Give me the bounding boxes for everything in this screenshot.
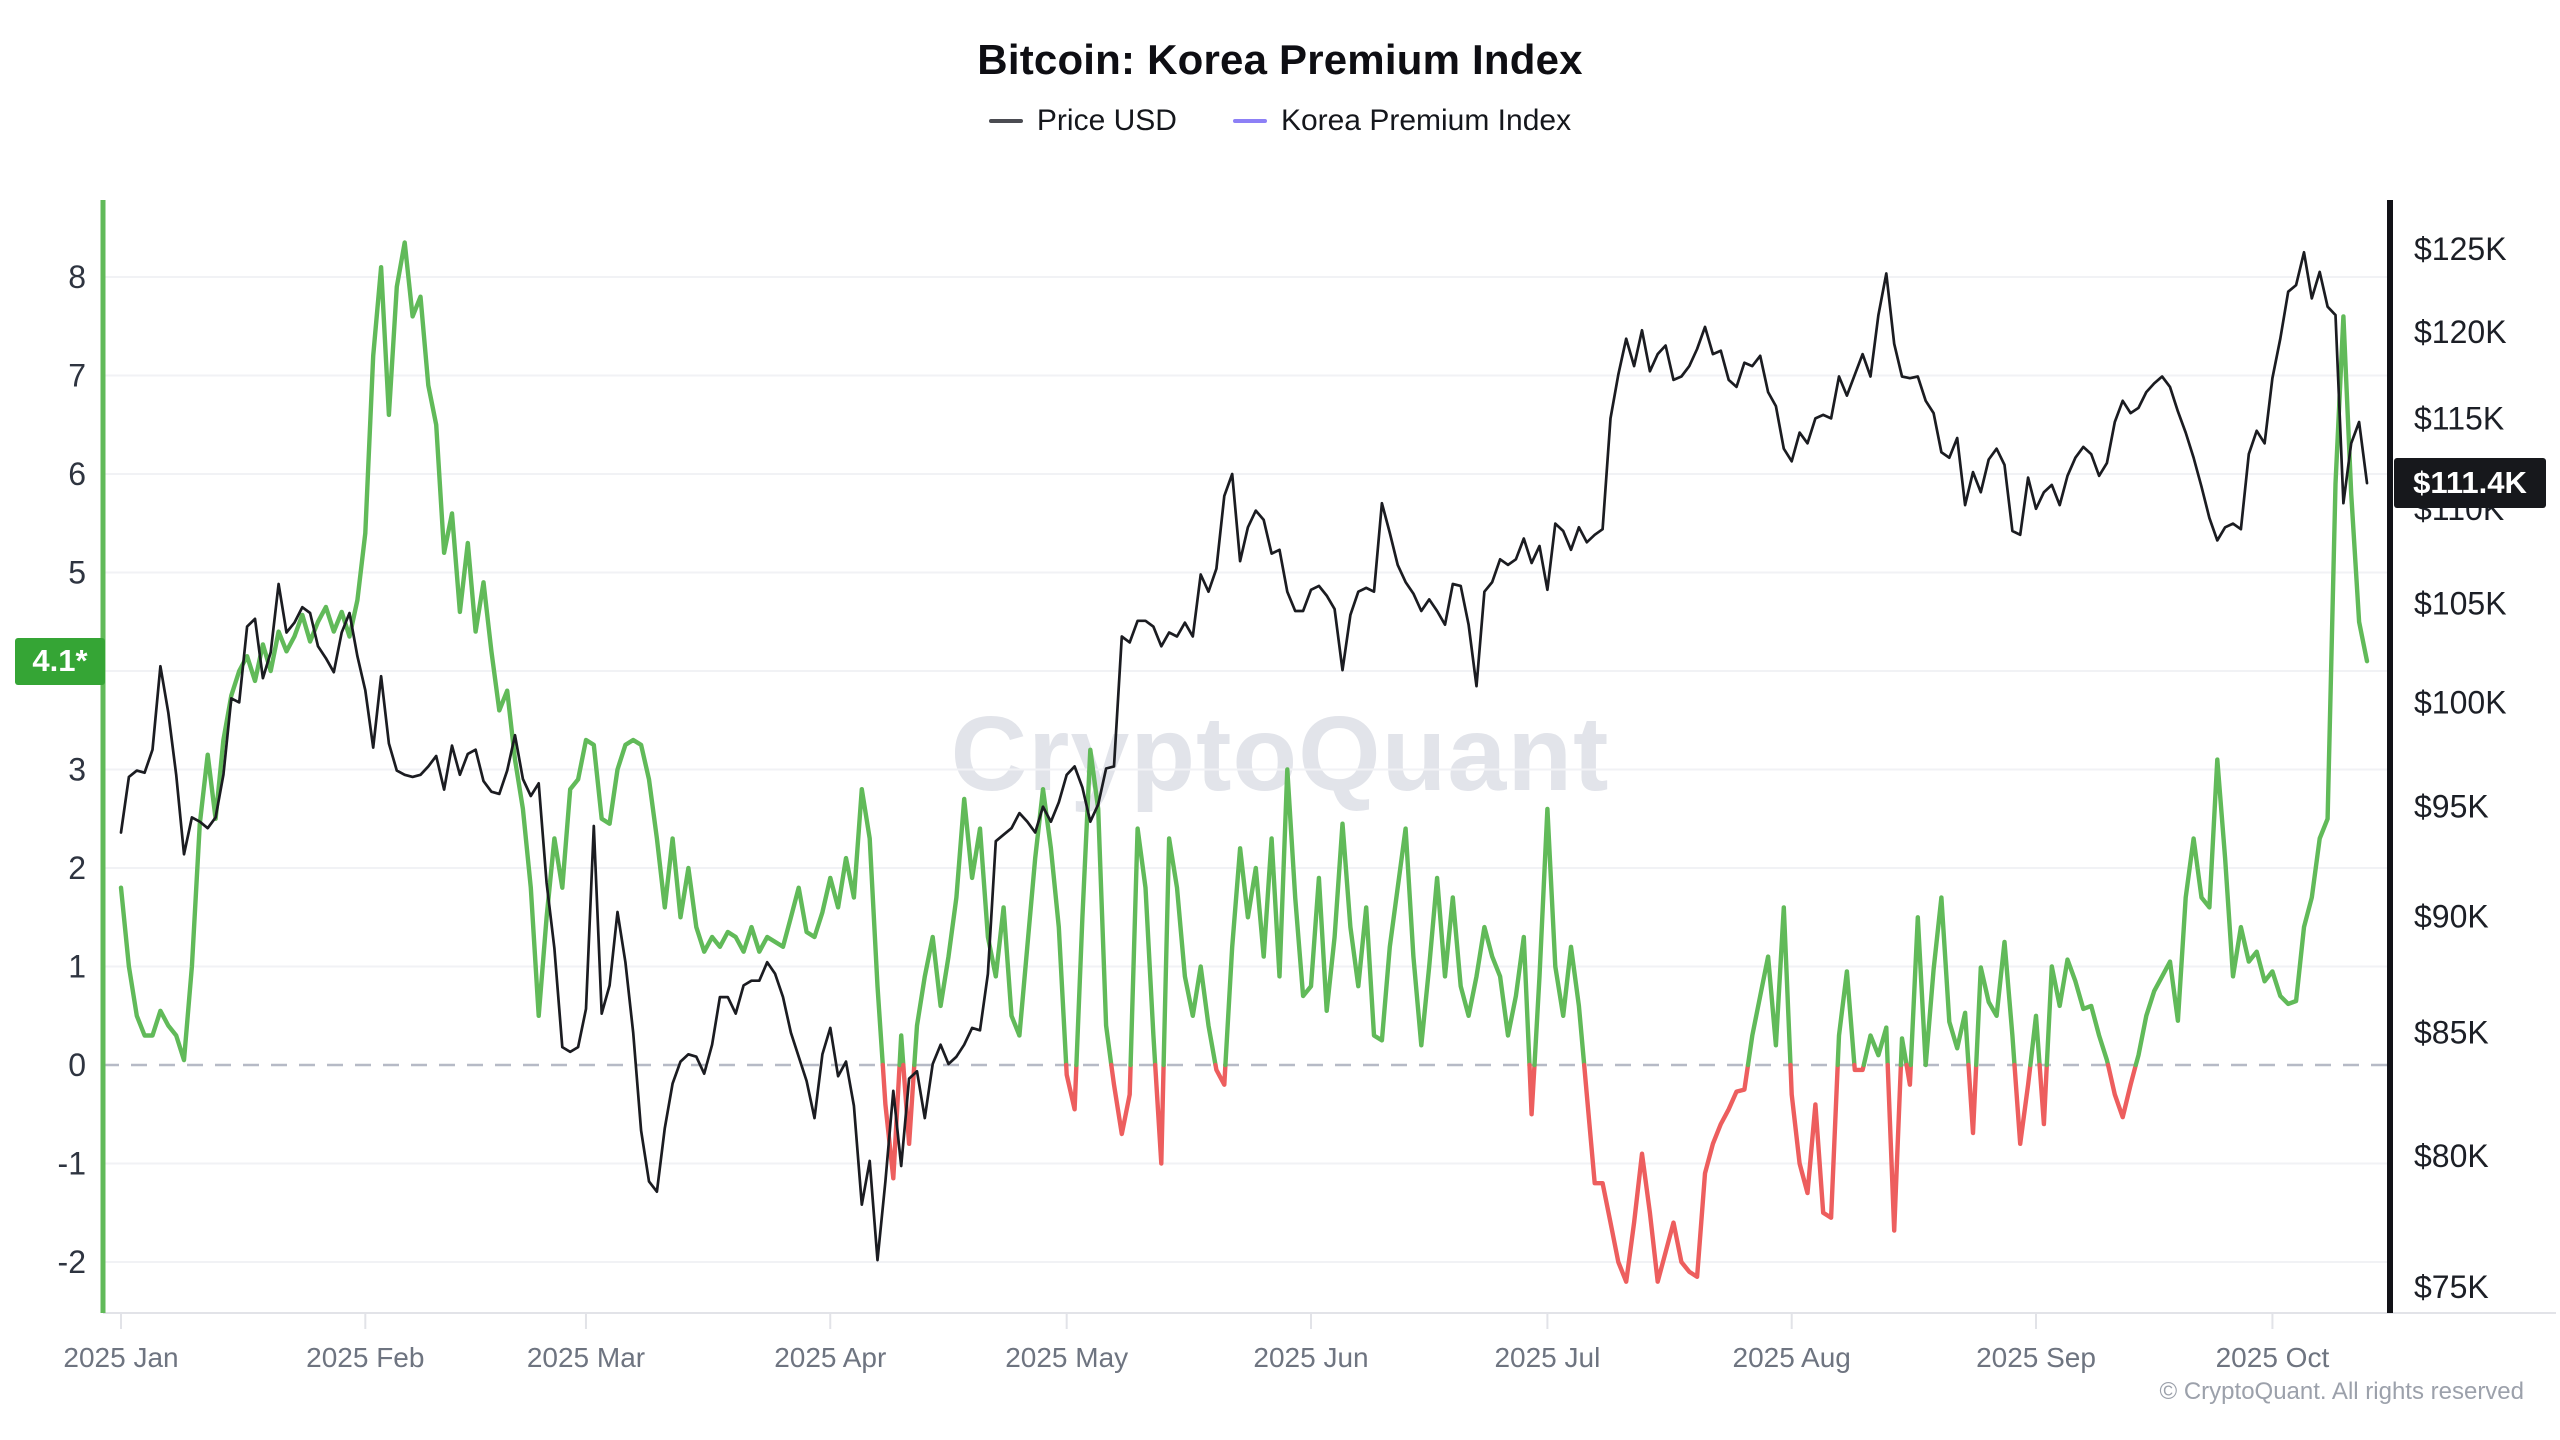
right-axis-tick-label: $75K <box>2414 1269 2489 1305</box>
korea-premium-index-line <box>2133 314 2370 1068</box>
x-axis-label: 2025 Apr <box>774 1342 886 1373</box>
korea-premium-index-line <box>1152 1062 1166 1166</box>
korea-premium-index-line <box>2028 1013 2042 1068</box>
left-axis-tick-label: 0 <box>68 1047 86 1083</box>
korea-premium-index-line <box>118 240 885 1068</box>
legend-label-korea-premium-index: Korea Premium Index <box>1280 104 1572 137</box>
x-axis-label: 2025 Jul <box>1494 1342 1600 1373</box>
left-axis-tick-label: 8 <box>68 259 86 295</box>
price-usd-line <box>119 250 2369 1262</box>
korea-premium-index-line <box>1835 969 1857 1068</box>
price-usd-line-icon <box>988 119 1023 123</box>
left-axis-tick-label: -1 <box>58 1146 86 1182</box>
legend-label-price-usd: Price USD <box>1036 104 1177 137</box>
page-title: Bitcoin: Korea Premium Index <box>977 36 1583 83</box>
korea-premium-index-line <box>1861 1025 1890 1068</box>
copyright-notice: © CryptoQuant. All rights reserved <box>2159 1378 2525 1405</box>
korea-premium-line-icon <box>1232 119 1267 123</box>
right-axis-tick-label: $80K <box>2414 1138 2489 1174</box>
korea-premium-index-line <box>2044 957 2111 1068</box>
korea-premium-index-line <box>1966 1062 1979 1136</box>
right-axis-tick-label: $115K <box>2414 400 2504 436</box>
korea-premium-index-line <box>1885 1062 1904 1233</box>
price-last-value-badge: $111.4K <box>2394 458 2546 509</box>
left-axis-tick-label: 2 <box>68 850 86 886</box>
korea-premium-index-line <box>1904 1062 1914 1087</box>
korea-premium-index-line <box>1109 1062 1133 1137</box>
x-axis-label: 2025 Feb <box>306 1342 424 1373</box>
korea-premium-index-line <box>1213 1062 1228 1087</box>
korea-premium-index-line <box>1527 1062 1537 1117</box>
korea-premium-index-line <box>1852 1062 1867 1073</box>
korea-premium-index-line <box>1532 806 1587 1068</box>
legend-item-price-usd[interactable]: Price USD <box>988 104 1177 138</box>
x-axis-label: 2025 May <box>1005 1342 1128 1373</box>
x-axis-label: 2025 Mar <box>527 1342 645 1373</box>
right-axis-tick-label: $120K <box>2414 314 2507 350</box>
x-axis-label: 2025 Jun <box>1253 1342 1368 1373</box>
legend: Price USD Korea Premium Index <box>0 104 2560 138</box>
korea-premium-index-line <box>1161 836 1218 1068</box>
left-axis-tick-label: 1 <box>68 949 86 985</box>
korea-premium-index-line <box>1063 1062 1079 1112</box>
korea-premium-index-line <box>901 1062 917 1147</box>
x-axis-label: 2025 Jan <box>63 1342 178 1373</box>
korea-premium-index-line <box>2037 1062 2050 1127</box>
left-axis-tick-label: 6 <box>68 456 86 492</box>
left-axis-tick-label: -2 <box>58 1244 86 1280</box>
right-axis-tick-label: $95K <box>2414 789 2489 825</box>
x-axis-label: 2025 Sep <box>1976 1342 2096 1373</box>
left-axis-tick-label: 7 <box>68 358 86 394</box>
korea-premium-index-line <box>897 1033 906 1068</box>
left-axis-tick-label: 3 <box>68 752 86 788</box>
korea-premium-index-line <box>1908 895 1971 1068</box>
right-axis-tick-label: $105K <box>2414 585 2507 621</box>
korea-premium-index-line <box>1074 747 1114 1068</box>
korea-premium-index-line <box>1745 905 1793 1068</box>
korea-premium-index-line <box>1788 1062 1840 1220</box>
premium-last-value-badge: 4.1* <box>15 637 105 685</box>
x-axis-label: 2025 Oct <box>2216 1342 2330 1373</box>
right-axis-tick-label: $90K <box>2414 899 2489 935</box>
korea-premium-index-line <box>1898 1036 1909 1068</box>
left-axis-tick-label: 5 <box>68 555 86 591</box>
right-axis-tick-label: $125K <box>2414 231 2507 267</box>
right-axis-tick-label: $85K <box>2414 1015 2489 1051</box>
x-axis-label: 2025 Aug <box>1733 1342 1851 1373</box>
korea-premium-index-line <box>1223 767 1532 1068</box>
korea-premium-index-line <box>1581 1062 1751 1284</box>
korea-premium-index-line <box>1973 939 2017 1068</box>
korea-premium-index-line <box>2012 1062 2033 1147</box>
korea-premium-index-line <box>1128 826 1158 1068</box>
right-axis-tick-label: $100K <box>2414 684 2507 720</box>
legend-item-korea-premium-index[interactable]: Korea Premium Index <box>1232 104 1572 138</box>
korea-premium-index-line <box>2105 1062 2139 1120</box>
